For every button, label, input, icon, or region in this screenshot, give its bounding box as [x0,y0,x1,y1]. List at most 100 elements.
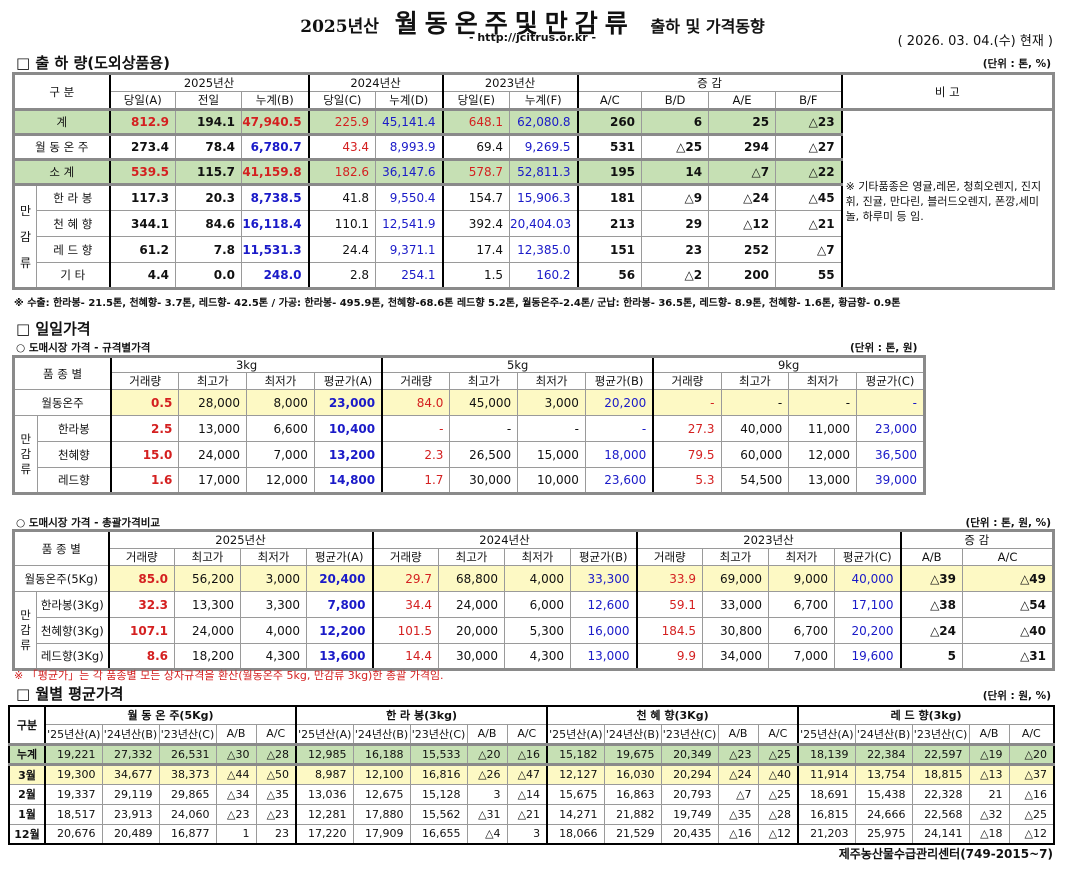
cell: 60,000 [720,441,790,468]
cell: 15,675 [546,783,605,805]
cell: △9 [641,183,710,211]
col-header: 누계(F) [509,91,579,110]
cell: △16 [717,823,759,845]
row-label: 천 혜 향 [35,210,111,237]
cell: △34 [215,783,257,805]
cell: 194.1 [175,108,243,135]
col-header: 평균가(A) [313,372,383,390]
row-label: 기 타 [35,262,111,289]
cell: 5,300 [504,617,571,644]
cell: 13,000 [178,415,248,442]
cell: 531 [576,133,643,160]
header-variety: 품 종 별 [13,530,109,566]
shipment-table: 구 분 2025년산 2024년산 2023년산 증 감 비 고 당일(A) 전… [12,72,1055,290]
cell: 181 [576,183,643,211]
cell: △44 [215,762,257,785]
cell: 29,119 [101,783,160,805]
col-header: '24년산(B) [603,723,662,745]
table-row: 기 타 4.4 0.0 248.0 2.8 254.1 1.5 160.2 56… [14,262,1054,289]
col-header: B/D [641,91,710,110]
cell: 16,000 [570,617,637,644]
cell: - [449,415,519,442]
group-char: 류 [20,637,31,652]
cell: △24 [708,183,777,211]
header-3kg: 3kg [110,356,383,373]
cell: 17,000 [178,467,248,494]
cell: 17,220 [295,823,354,845]
cell: △31 [466,803,508,825]
cell: △25 [757,742,799,765]
header-9kg: 9kg [652,356,926,373]
cell: 213 [576,210,643,237]
col-header: A/B [899,548,963,566]
cell: △28 [757,803,799,825]
col-header: A/B [968,723,1010,745]
header-remarks: 비 고 [840,73,1054,110]
cell: 33,300 [570,565,637,592]
cell: 182.6 [307,158,377,185]
header-redhyang: 레 드 향(3kg) [797,705,1055,725]
cell: - [517,415,586,442]
cell: 23,913 [101,803,160,825]
cell: 78.4 [175,133,243,160]
cell: 200 [708,262,777,289]
cell: 18,000 [584,441,654,468]
cell: △7 [708,158,777,185]
cell: 55 [775,262,843,289]
col-header: 거래량 [371,548,439,566]
cell: 15,000 [517,441,586,468]
cell: 8,987 [295,762,354,785]
col-header: A/C [962,548,1054,566]
cell: 1.5 [441,262,511,289]
col-header: 평균가(B) [570,548,637,566]
cell: 101.5 [371,617,439,644]
col-header: 전일 [175,91,243,110]
cell: 29 [641,210,710,237]
cell: 56,200 [174,565,241,592]
cell: 14.4 [371,643,439,670]
cell: 19,600 [834,643,901,670]
cell: △24 [899,617,963,644]
cell: 84.6 [175,210,243,237]
cell: 23,600 [584,467,654,494]
cell: 12,000 [246,467,315,494]
row-label: 레 드 향 [35,236,111,263]
table-row: 레 드 향 61.2 7.8 11,531.3 24.4 9,371.1 17.… [14,236,1054,263]
group-char: 류 [19,255,32,270]
cell: 18,200 [174,643,241,670]
cell: △12 [708,210,777,237]
cell: 15,906.3 [509,183,579,211]
cell: 4,300 [504,643,571,670]
cell: 69.4 [441,133,511,160]
cell: 16,815 [797,803,856,825]
col-header: 평균가(B) [584,372,654,390]
cell: 8.6 [107,643,175,670]
cell: 20,200 [584,389,654,416]
cell: 6,600 [246,415,315,442]
cell: △12 [757,823,799,845]
site-url[interactable]: - http://jcitrus.or.kr - [468,31,597,44]
cell: 4,300 [240,643,307,670]
cell: △23 [775,108,843,135]
cell: - [381,415,451,442]
report-date: ( 2026. 03. 04.(수) 현재 ) [897,34,1053,49]
cell: 1.7 [381,467,451,494]
cell: 41,159.8 [241,158,310,185]
group-char: 감 [20,622,31,637]
cell: △4 [466,823,508,845]
cell: 6 [641,108,710,135]
cell: 54,500 [720,467,790,494]
cell: - [652,389,722,416]
report-title: 2025년산 월동온주및만감류 출하 및 가격동향 [0,4,1065,40]
cell: 30,000 [438,643,505,670]
row-label: 한라봉(3Kg) [36,591,109,618]
cell: 61.2 [108,236,177,263]
cell: 15,562 [409,803,468,825]
table-row: 만 감 류 한라봉 2.5 13,000 6,600 10,400 - - - … [13,415,925,494]
cell: 539.5 [108,158,177,185]
cell: 9.9 [635,643,703,670]
cell: 34,000 [702,643,769,670]
header-2023: 2023년산 [441,73,579,92]
col-header: '24년산(B) [101,723,160,745]
daily-section-title: □ 일일가격 [16,320,91,338]
